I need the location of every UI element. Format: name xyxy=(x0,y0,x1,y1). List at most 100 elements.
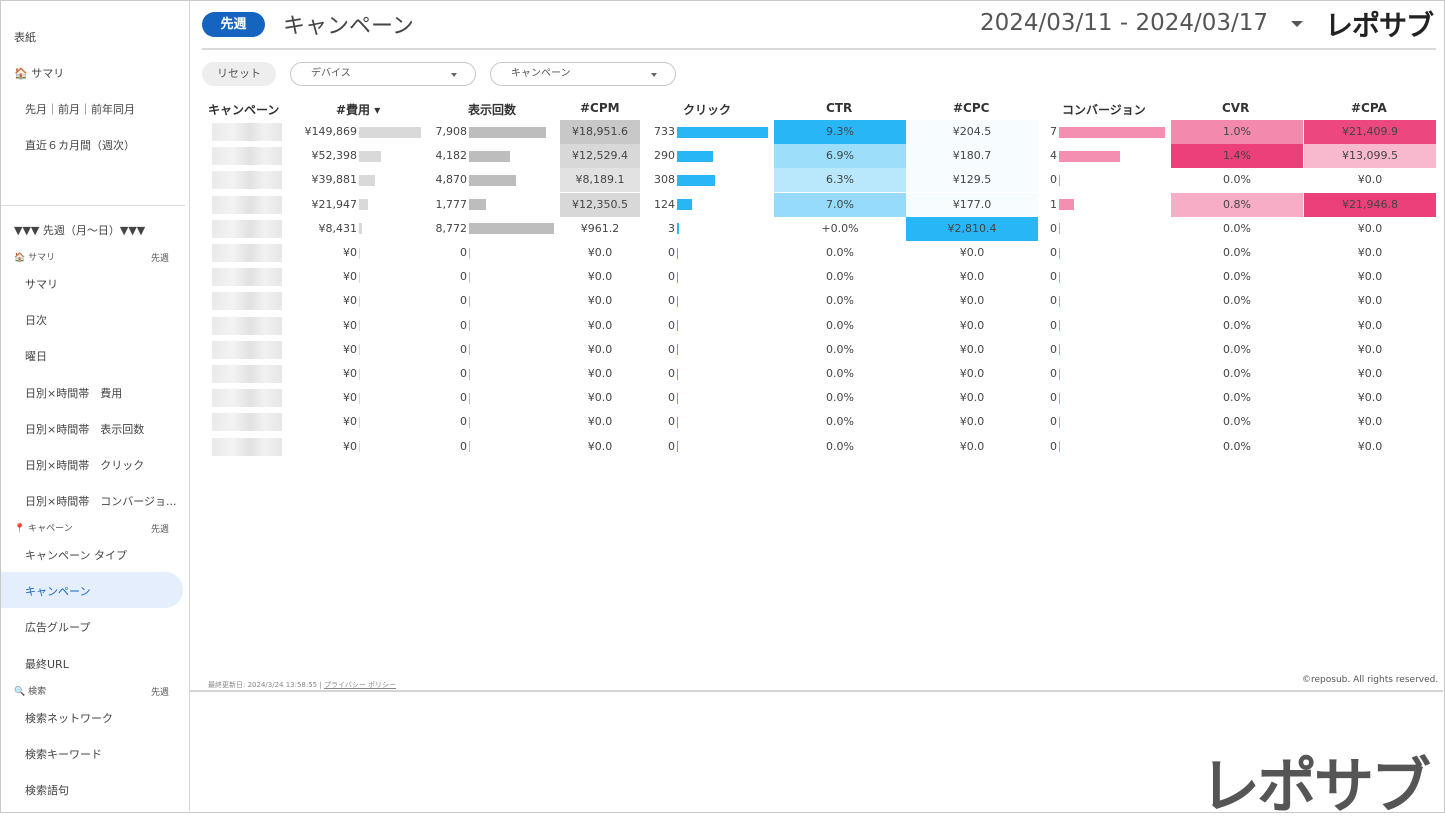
sidebar-item-summary-sub[interactable]: サマリ xyxy=(25,278,58,291)
cpa-value: ¥0.0 xyxy=(1357,173,1383,187)
ctr-value: 0.0% xyxy=(826,391,854,405)
impressions-bar xyxy=(469,416,470,428)
sidebar-item-campaign[interactable]: キャンペーン xyxy=(25,585,91,598)
campaign-name-redacted[interactable] xyxy=(212,340,282,359)
impressions-bar xyxy=(469,344,470,356)
campaign-name-redacted[interactable] xyxy=(212,413,282,432)
col-header-clicks[interactable]: クリック xyxy=(683,103,732,117)
reset-button[interactable]: リセット xyxy=(202,62,276,86)
conversions-bar xyxy=(1059,295,1060,307)
cpc-value: ¥0.0 xyxy=(959,415,985,429)
col-header-cost[interactable]: #費用 ▾ xyxy=(336,103,381,117)
header-divider xyxy=(202,48,1436,50)
sidebar-group-tag: 先週 xyxy=(151,254,170,264)
cost-bar xyxy=(359,295,360,307)
sidebar-item-hour-cost[interactable]: 日別×時間帯 費用 xyxy=(25,387,123,400)
clicks-bar xyxy=(677,223,679,235)
campaign-name-redacted[interactable] xyxy=(212,244,282,262)
conversions-bar xyxy=(1059,174,1060,186)
cost-value: ¥0 xyxy=(343,342,357,356)
cost-bar xyxy=(359,271,360,283)
cvr-value: 1.4% xyxy=(1171,144,1303,169)
chevron-down-icon xyxy=(451,73,457,77)
campaign-name-redacted[interactable] xyxy=(212,437,282,456)
sidebar-item-adgroup[interactable]: 広告グループ xyxy=(25,621,91,634)
campaign-name-redacted[interactable] xyxy=(212,171,282,190)
clicks-value: 3 xyxy=(668,221,675,235)
impressions-bar xyxy=(469,247,470,259)
cvr-value: 0.0% xyxy=(1223,415,1251,429)
campaign-name-redacted[interactable] xyxy=(212,195,282,214)
sidebar-item-hour-cv[interactable]: 日別×時間帯 コンバージョ... xyxy=(25,495,177,508)
campaign-name-redacted[interactable] xyxy=(212,365,282,383)
impressions-bar xyxy=(469,174,517,186)
cost-value: ¥0 xyxy=(343,294,357,308)
impressions-bar xyxy=(469,368,470,380)
conversions-bar xyxy=(1059,368,1060,380)
cvr-value: 0.8% xyxy=(1171,192,1303,217)
sidebar-item-search-network[interactable]: 検索ネットワーク xyxy=(25,712,113,725)
campaign-name-redacted[interactable] xyxy=(212,219,282,238)
sidebar-item-campaign-type[interactable]: キャンペーン タイプ xyxy=(25,549,127,562)
campaign-name-redacted[interactable] xyxy=(212,147,282,166)
sidebar-item-cover[interactable]: 表紙 xyxy=(14,31,36,44)
clicks-bar xyxy=(677,247,678,259)
sidebar-group-tag: 先週 xyxy=(151,688,170,698)
sidebar-divider xyxy=(1,205,185,206)
cvr-value: 1.0% xyxy=(1171,120,1303,144)
col-header-campaign[interactable]: キャンペーン xyxy=(208,103,280,117)
cost-value: ¥39,881 xyxy=(311,173,358,187)
clicks-bar xyxy=(677,199,693,211)
campaign-name-redacted[interactable] xyxy=(212,316,282,335)
clicks-bar xyxy=(677,320,678,332)
sidebar-item-six-months[interactable]: 直近６カ月間（週次） xyxy=(25,139,135,152)
col-header-impressions[interactable]: 表示回数 xyxy=(468,103,517,117)
col-header-cpm[interactable]: #CPM xyxy=(580,101,620,115)
conversions-value: 0 xyxy=(1050,221,1057,235)
col-header-cpc[interactable]: #CPC xyxy=(953,101,990,115)
clicks-value: 290 xyxy=(654,149,675,163)
impressions-bar xyxy=(469,223,554,235)
cpm-value: ¥0.0 xyxy=(587,342,613,356)
cost-bar xyxy=(359,247,360,259)
col-header-cpa[interactable]: #CPA xyxy=(1351,101,1387,115)
clicks-value: 0 xyxy=(668,342,675,356)
sidebar-item-daily[interactable]: 日次 xyxy=(25,314,47,327)
campaign-name-redacted[interactable] xyxy=(212,292,282,311)
col-header-ctr[interactable]: CTR xyxy=(826,101,853,115)
cpc-value: ¥0.0 xyxy=(959,367,985,380)
chevron-down-icon[interactable] xyxy=(1291,21,1303,27)
cpa-value: ¥0.0 xyxy=(1357,439,1383,453)
sidebar-item-final-url[interactable]: 最終URL xyxy=(25,658,69,671)
campaign-name-redacted[interactable] xyxy=(212,268,282,287)
sidebar-item-hour-imp[interactable]: 日別×時間帯 表示回数 xyxy=(25,423,145,436)
cpc-value: ¥0.0 xyxy=(959,342,985,356)
cvr-value: 0.0% xyxy=(1223,294,1251,308)
cpc-value: ¥0.0 xyxy=(959,391,985,405)
sidebar-item-search-term[interactable]: 検索語句 xyxy=(25,784,69,797)
clicks-bar xyxy=(677,295,678,307)
sidebar-item-monthly[interactable]: 先月｜前月｜前年同月 xyxy=(25,103,135,116)
campaign-name-redacted[interactable] xyxy=(212,389,282,408)
clicks-bar xyxy=(677,344,678,356)
cpa-value: ¥0.0 xyxy=(1357,294,1383,308)
col-header-cvr[interactable]: CVR xyxy=(1222,101,1250,115)
impressions-value: 4,870 xyxy=(435,173,468,187)
report-bottom-border xyxy=(190,690,1443,692)
campaign-filter[interactable]: キャンペーン xyxy=(490,62,676,86)
impressions-value: 0 xyxy=(460,270,467,284)
date-range-picker[interactable]: 2024/03/11 - 2024/03/17 xyxy=(980,10,1269,36)
cvr-value: 0.0% xyxy=(1223,270,1251,284)
col-header-conversions[interactable]: コンバージョン xyxy=(1062,103,1146,117)
sidebar-item-weekday[interactable]: 曜日 xyxy=(25,350,47,363)
cvr-value: 0.0% xyxy=(1223,246,1251,259)
sidebar-item-hour-click[interactable]: 日別×時間帯 クリック xyxy=(25,459,145,472)
device-filter[interactable]: デバイス xyxy=(290,62,476,86)
sidebar-item-summary[interactable]: 🏠 サマリ xyxy=(14,67,65,80)
cpc-value: ¥0.0 xyxy=(959,246,985,259)
campaign-name-redacted[interactable] xyxy=(212,123,282,141)
sidebar-item-search-keyword[interactable]: 検索キーワード xyxy=(25,748,102,761)
clicks-bar xyxy=(677,174,716,186)
copyright: ©reposub. All rights reserved. xyxy=(1302,675,1439,685)
privacy-policy-link[interactable]: プライバシー ポリシー xyxy=(323,681,397,689)
